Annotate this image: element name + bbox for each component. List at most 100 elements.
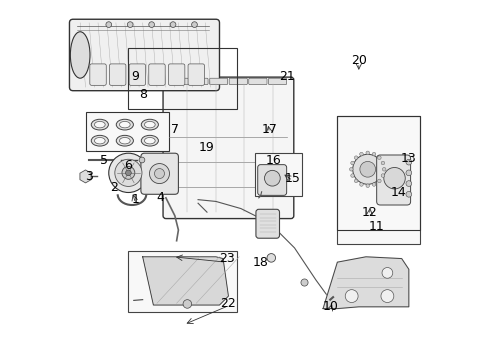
Circle shape [266, 253, 275, 262]
Ellipse shape [91, 135, 108, 146]
Ellipse shape [91, 119, 108, 130]
Ellipse shape [141, 119, 158, 130]
Circle shape [354, 179, 357, 183]
Text: 15: 15 [284, 172, 300, 185]
Circle shape [170, 22, 176, 27]
Circle shape [183, 300, 191, 308]
Circle shape [382, 167, 385, 171]
Text: 8: 8 [139, 88, 146, 101]
Bar [337, 116, 419, 244]
Text: 23: 23 [218, 252, 234, 265]
FancyBboxPatch shape [129, 64, 145, 85]
FancyBboxPatch shape [168, 64, 184, 85]
Circle shape [383, 167, 405, 189]
Bar [337, 116, 419, 230]
Text: 13: 13 [400, 152, 416, 165]
Circle shape [154, 168, 164, 179]
Circle shape [365, 184, 369, 188]
Circle shape [377, 179, 380, 183]
Circle shape [359, 152, 363, 156]
Circle shape [106, 22, 111, 27]
Text: 16: 16 [264, 154, 281, 167]
FancyBboxPatch shape [90, 64, 106, 85]
Text: 9: 9 [131, 70, 139, 83]
Ellipse shape [94, 138, 105, 144]
Bar [128, 251, 237, 312]
Circle shape [352, 154, 382, 184]
Circle shape [405, 192, 411, 197]
FancyBboxPatch shape [229, 78, 247, 85]
Circle shape [300, 279, 307, 286]
Ellipse shape [144, 121, 155, 128]
Text: 18: 18 [252, 256, 268, 269]
Bar [255, 153, 301, 196]
Ellipse shape [116, 135, 133, 146]
FancyBboxPatch shape [255, 209, 279, 238]
FancyBboxPatch shape [85, 112, 169, 152]
Circle shape [127, 22, 133, 27]
Text: 17: 17 [261, 123, 277, 136]
Text: 19: 19 [199, 141, 214, 154]
Circle shape [405, 181, 411, 186]
Ellipse shape [119, 121, 130, 128]
Text: 20: 20 [350, 54, 366, 67]
Circle shape [349, 167, 352, 171]
Circle shape [148, 22, 154, 27]
Text: 6: 6 [124, 159, 132, 172]
Polygon shape [323, 257, 408, 309]
Circle shape [359, 161, 375, 177]
FancyBboxPatch shape [148, 64, 165, 85]
Text: 14: 14 [389, 186, 405, 199]
Circle shape [371, 152, 375, 156]
Circle shape [380, 161, 384, 165]
Text: 2: 2 [110, 181, 118, 194]
FancyBboxPatch shape [209, 78, 227, 85]
Circle shape [350, 174, 354, 177]
Text: 7: 7 [170, 123, 179, 136]
Circle shape [380, 290, 393, 302]
Circle shape [359, 183, 363, 186]
Circle shape [405, 159, 411, 165]
Text: 1: 1 [131, 193, 139, 206]
FancyBboxPatch shape [141, 153, 178, 194]
FancyBboxPatch shape [376, 155, 410, 205]
Circle shape [345, 290, 357, 302]
Circle shape [122, 166, 135, 179]
Ellipse shape [70, 32, 90, 78]
Polygon shape [142, 257, 228, 305]
Text: 3: 3 [85, 170, 93, 183]
Text: 5: 5 [100, 154, 108, 167]
Circle shape [365, 151, 369, 155]
Ellipse shape [144, 138, 155, 144]
FancyBboxPatch shape [257, 165, 286, 195]
Circle shape [371, 183, 375, 186]
FancyBboxPatch shape [268, 78, 286, 85]
FancyBboxPatch shape [248, 78, 266, 85]
Ellipse shape [94, 121, 105, 128]
Circle shape [381, 267, 392, 278]
Circle shape [191, 22, 197, 27]
Circle shape [115, 159, 142, 186]
Text: 4: 4 [156, 192, 164, 204]
FancyBboxPatch shape [109, 64, 125, 85]
FancyBboxPatch shape [170, 78, 188, 85]
Text: 21: 21 [279, 70, 295, 83]
Ellipse shape [116, 119, 133, 130]
Text: 11: 11 [368, 220, 384, 233]
Text: 10: 10 [322, 300, 338, 313]
Bar [128, 48, 237, 109]
FancyBboxPatch shape [69, 19, 219, 91]
Circle shape [350, 161, 354, 165]
FancyBboxPatch shape [163, 77, 293, 219]
Circle shape [380, 174, 384, 177]
Circle shape [354, 156, 357, 159]
Circle shape [405, 170, 411, 176]
FancyBboxPatch shape [189, 78, 207, 85]
Ellipse shape [141, 135, 158, 146]
Circle shape [149, 163, 169, 184]
Circle shape [139, 157, 144, 163]
Text: 12: 12 [361, 206, 377, 219]
Circle shape [377, 156, 380, 159]
Ellipse shape [119, 138, 130, 144]
Text: 22: 22 [220, 297, 236, 310]
